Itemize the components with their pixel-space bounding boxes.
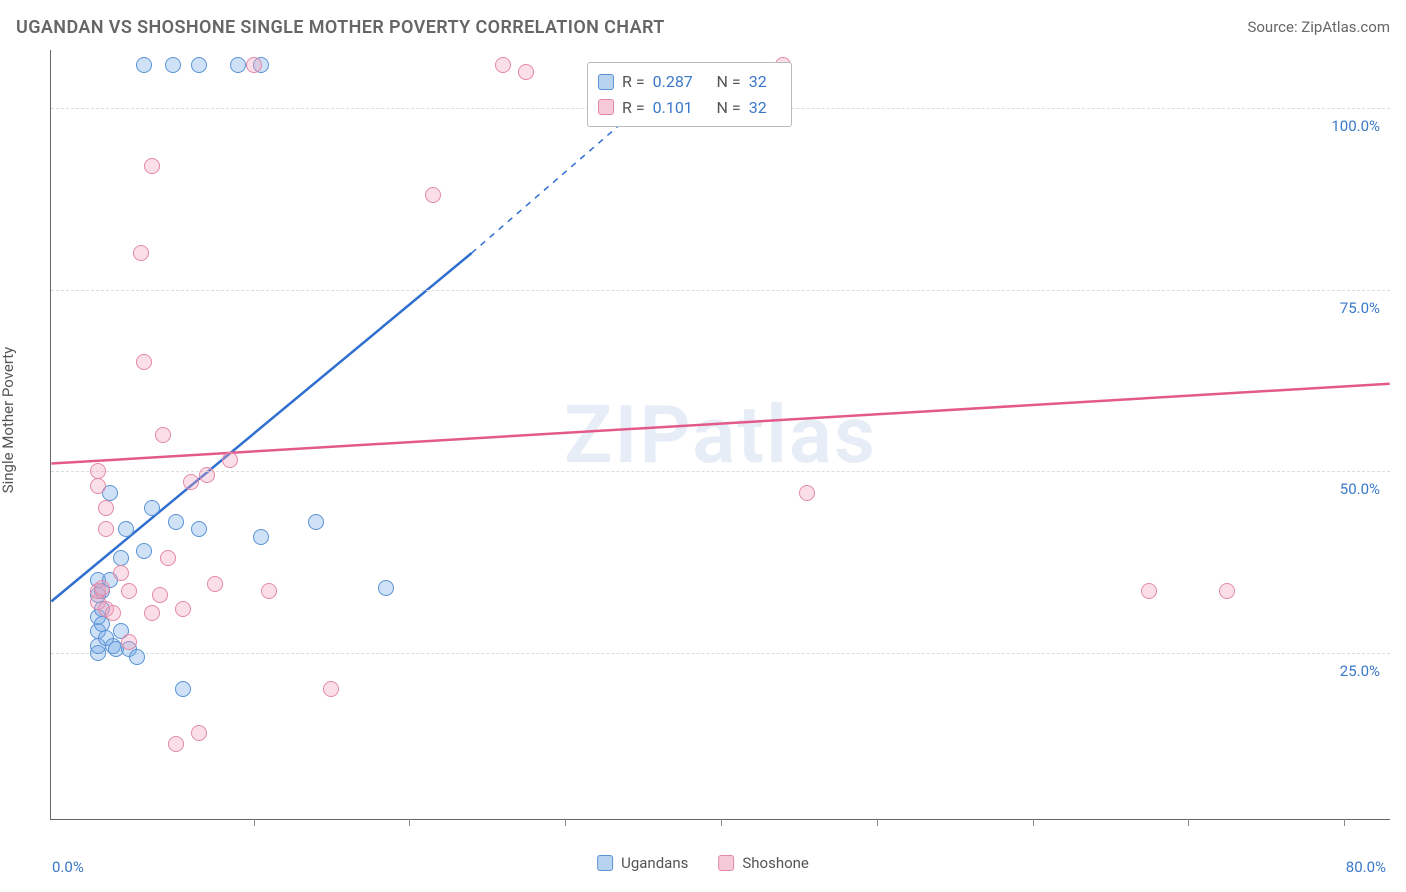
title-bar: UGANDAN VS SHOSHONE SINGLE MOTHER POVERT… [16, 14, 1390, 40]
scatter-marker-shoshone [152, 587, 168, 603]
y-axis-label: Single Mother Poverty [0, 347, 17, 494]
scatter-marker-shoshone [144, 158, 160, 174]
x-tick [877, 819, 878, 826]
x-tick [1033, 819, 1034, 826]
y-tick-label: 100.0% [1331, 117, 1380, 135]
x-tick [721, 819, 722, 826]
scatter-marker-shoshone [113, 565, 129, 581]
scatter-marker-shoshone [175, 601, 191, 617]
x-axis-min-label: 0.0% [52, 858, 84, 876]
scatter-marker-ugandans [168, 514, 184, 530]
trend-line [51, 384, 1389, 464]
chart-source: Source: ZipAtlas.com [1247, 18, 1390, 36]
scatter-marker-shoshone [136, 354, 152, 370]
scatter-marker-ugandans [308, 514, 324, 530]
scatter-marker-shoshone [246, 57, 262, 73]
legend-r-value: 0.287 [653, 69, 701, 95]
scatter-marker-shoshone [98, 521, 114, 537]
legend-swatch [718, 855, 734, 871]
bottom-legend-item: Ugandans [597, 854, 688, 872]
scatter-marker-shoshone [160, 550, 176, 566]
gridline-h [51, 471, 1390, 472]
chart-container: UGANDAN VS SHOSHONE SINGLE MOTHER POVERT… [0, 0, 1406, 892]
scatter-marker-shoshone [121, 583, 137, 599]
scatter-marker-shoshone [121, 634, 137, 650]
legend-r-value: 0.101 [653, 95, 701, 121]
scatter-marker-shoshone [323, 681, 339, 697]
x-tick [1344, 819, 1345, 826]
scatter-marker-shoshone [1141, 583, 1157, 599]
bottom-legend-item: Shoshone [718, 854, 809, 872]
scatter-marker-shoshone [799, 485, 815, 501]
watermark: ZIPatlas [564, 388, 877, 482]
scatter-marker-ugandans [253, 529, 269, 545]
bottom-legend-label: Ugandans [621, 854, 688, 872]
scatter-marker-shoshone [261, 583, 277, 599]
bottom-legend-label: Shoshone [742, 854, 809, 872]
bottom-legend: Ugandans Shoshone [597, 854, 809, 872]
scatter-marker-ugandans [118, 521, 134, 537]
x-tick [409, 819, 410, 826]
scatter-marker-shoshone [495, 57, 511, 73]
legend-r-label: R = [622, 95, 645, 121]
gridline-h [51, 653, 1390, 654]
x-tick [254, 819, 255, 826]
legend-swatch [598, 99, 614, 115]
scatter-marker-ugandans [136, 57, 152, 73]
scatter-marker-shoshone [183, 474, 199, 490]
scatter-marker-ugandans [191, 57, 207, 73]
trend-lines [51, 50, 1390, 819]
scatter-marker-shoshone [94, 580, 110, 596]
legend-n-value: 32 [749, 95, 777, 121]
scatter-marker-shoshone [191, 725, 207, 741]
scatter-marker-shoshone [133, 245, 149, 261]
scatter-marker-shoshone [518, 64, 534, 80]
scatter-marker-ugandans [230, 57, 246, 73]
scatter-marker-shoshone [425, 187, 441, 203]
scatter-marker-shoshone [155, 427, 171, 443]
scatter-marker-shoshone [98, 500, 114, 516]
y-tick-label: 75.0% [1340, 299, 1380, 317]
legend-n-value: 32 [749, 69, 777, 95]
gridline-h [51, 290, 1390, 291]
scatter-marker-ugandans [165, 57, 181, 73]
scatter-marker-ugandans [378, 580, 394, 596]
scatter-marker-ugandans [175, 681, 191, 697]
scatter-marker-shoshone [207, 576, 223, 592]
y-tick-label: 50.0% [1340, 480, 1380, 498]
scatter-marker-ugandans [136, 543, 152, 559]
plot-area: ZIPatlas 25.0% 50.0% 75.0% 100.0% R = 0.287 N… [50, 50, 1390, 820]
scatter-marker-shoshone [199, 467, 215, 483]
scatter-marker-shoshone [105, 605, 121, 621]
legend-row: R = 0.287 N = 32 [598, 69, 777, 95]
legend-row: R = 0.101 N = 32 [598, 95, 777, 121]
scatter-marker-shoshone [144, 605, 160, 621]
scatter-marker-shoshone [90, 478, 106, 494]
legend-swatch [597, 855, 613, 871]
y-tick-label: 25.0% [1340, 662, 1380, 680]
x-axis-max-label: 80.0% [1346, 858, 1386, 876]
scatter-marker-shoshone [90, 463, 106, 479]
scatter-marker-shoshone [222, 452, 238, 468]
scatter-marker-shoshone [1219, 583, 1235, 599]
top-legend: R = 0.287 N = 32 R = 0.101 N = 32 [587, 62, 792, 127]
scatter-marker-ugandans [144, 500, 160, 516]
chart-title: UGANDAN VS SHOSHONE SINGLE MOTHER POVERT… [16, 17, 665, 38]
scatter-marker-ugandans [129, 649, 145, 665]
scatter-marker-shoshone [168, 736, 184, 752]
legend-r-label: R = [622, 69, 645, 95]
scatter-marker-ugandans [191, 521, 207, 537]
legend-n-label: N = [709, 95, 741, 121]
x-tick [565, 819, 566, 826]
x-tick [1188, 819, 1189, 826]
trend-line [51, 253, 471, 601]
legend-n-label: N = [709, 69, 741, 95]
legend-swatch [598, 74, 614, 90]
